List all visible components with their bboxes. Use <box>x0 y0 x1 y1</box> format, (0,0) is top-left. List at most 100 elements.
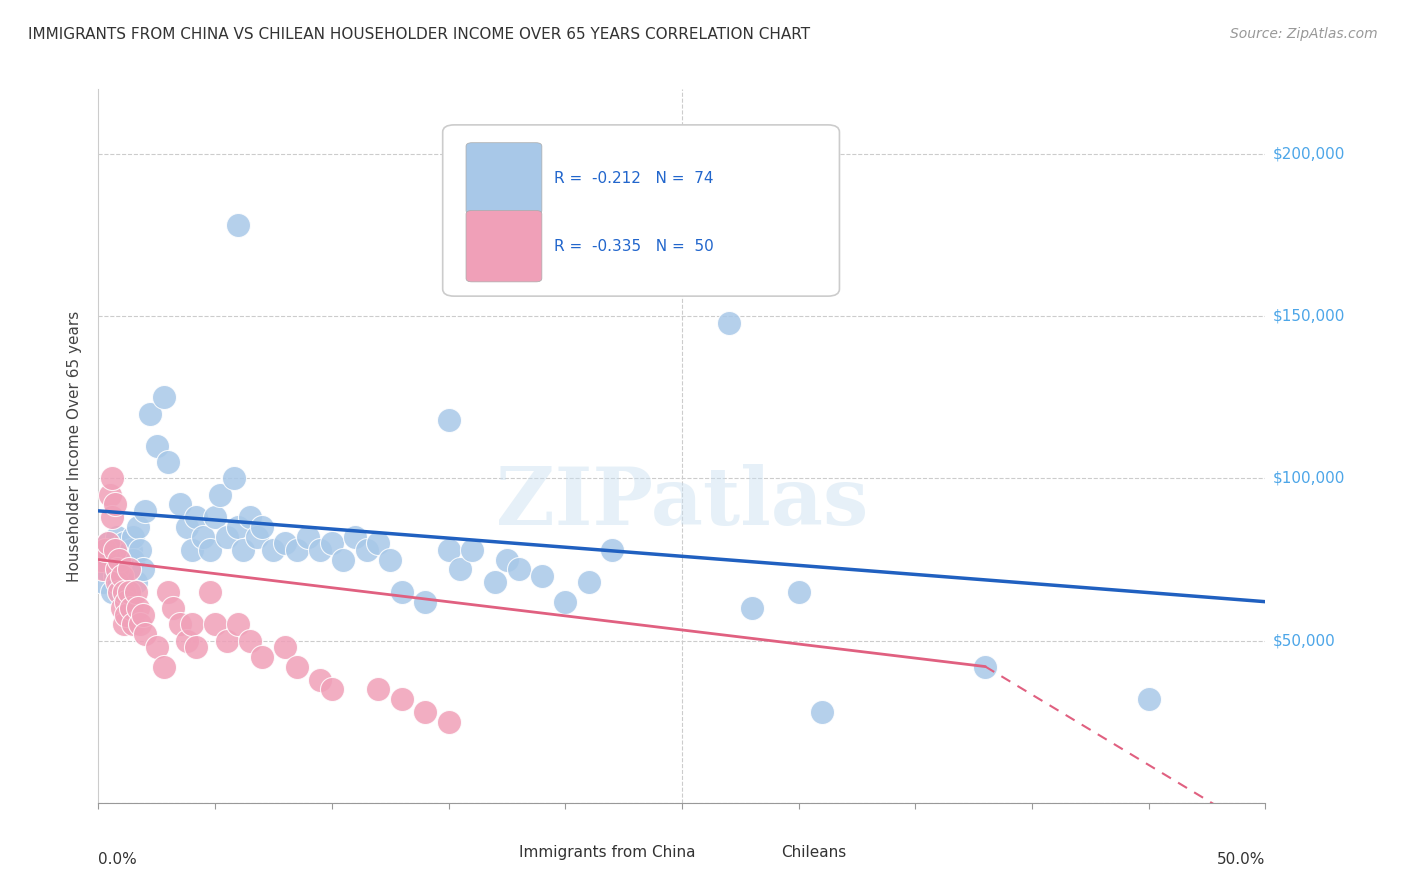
Point <box>139 407 162 421</box>
Text: ZIPatlas: ZIPatlas <box>496 464 868 542</box>
Point <box>157 585 180 599</box>
Point <box>98 542 121 557</box>
Point <box>378 552 402 566</box>
Point <box>104 542 127 557</box>
Point <box>274 640 297 654</box>
Text: $50,000: $50,000 <box>1272 633 1336 648</box>
Point <box>146 439 169 453</box>
Point <box>104 497 127 511</box>
Point <box>112 617 135 632</box>
Point <box>228 520 250 534</box>
Y-axis label: Householder Income Over 65 years: Householder Income Over 65 years <box>67 310 83 582</box>
Point <box>200 585 222 599</box>
Point <box>309 542 332 557</box>
Text: IMMIGRANTS FROM CHINA VS CHILEAN HOUSEHOLDER INCOME OVER 65 YEARS CORRELATION CH: IMMIGRANTS FROM CHINA VS CHILEAN HOUSEHO… <box>28 27 810 42</box>
Point <box>262 542 284 557</box>
FancyBboxPatch shape <box>465 211 541 282</box>
Point <box>94 542 117 557</box>
Point <box>115 552 138 566</box>
Point <box>98 488 121 502</box>
Point <box>112 536 135 550</box>
Point <box>215 530 238 544</box>
Text: R =  -0.335   N =  50: R = -0.335 N = 50 <box>554 239 713 253</box>
Text: Immigrants from China: Immigrants from China <box>519 846 695 860</box>
Point <box>122 552 145 566</box>
Point <box>152 659 174 673</box>
Point <box>344 530 367 544</box>
Point <box>111 542 134 557</box>
Point <box>204 510 226 524</box>
Point <box>101 585 124 599</box>
Point <box>239 633 262 648</box>
Point <box>152 390 174 404</box>
Point <box>97 536 120 550</box>
Point <box>108 575 131 590</box>
Point <box>1137 692 1160 706</box>
Point <box>332 552 354 566</box>
Text: 50.0%: 50.0% <box>1218 852 1265 867</box>
Point <box>118 562 141 576</box>
Point <box>741 601 763 615</box>
Point <box>367 682 389 697</box>
Point <box>105 530 128 544</box>
Point <box>111 601 134 615</box>
Point <box>132 607 155 622</box>
Point <box>200 542 222 557</box>
Point <box>600 542 623 557</box>
Point <box>413 705 436 719</box>
Point <box>484 575 506 590</box>
Point <box>285 659 308 673</box>
Point <box>146 640 169 654</box>
Point <box>321 536 343 550</box>
Point <box>157 455 180 469</box>
Point <box>129 617 152 632</box>
Point <box>115 575 138 590</box>
FancyBboxPatch shape <box>465 143 541 214</box>
Point <box>101 510 124 524</box>
Point <box>449 562 471 576</box>
Point <box>208 488 231 502</box>
Point <box>508 562 530 576</box>
Point <box>127 601 149 615</box>
Point <box>222 471 245 485</box>
Text: R =  -0.212   N =  74: R = -0.212 N = 74 <box>554 171 713 186</box>
Point <box>787 585 810 599</box>
FancyBboxPatch shape <box>444 836 512 870</box>
Point <box>321 682 343 697</box>
Text: $100,000: $100,000 <box>1272 471 1344 486</box>
Point <box>94 562 117 576</box>
Text: 0.0%: 0.0% <box>98 852 138 867</box>
Point <box>413 595 436 609</box>
Point <box>122 617 145 632</box>
Point <box>495 552 517 566</box>
Point <box>437 413 460 427</box>
Point <box>578 575 600 590</box>
FancyBboxPatch shape <box>443 125 839 296</box>
Point <box>391 692 413 706</box>
Point <box>129 542 152 557</box>
Point <box>356 542 378 557</box>
Point <box>127 520 149 534</box>
Point <box>91 575 114 590</box>
Point <box>125 575 148 590</box>
Point <box>176 520 198 534</box>
Point <box>169 617 191 632</box>
Point <box>120 601 142 615</box>
Point <box>118 585 141 599</box>
Point <box>122 530 145 544</box>
Text: Chileans: Chileans <box>782 846 846 860</box>
Point <box>811 705 834 719</box>
Point <box>437 714 460 729</box>
Point <box>105 575 128 590</box>
Point <box>437 542 460 557</box>
Point <box>186 640 208 654</box>
Point <box>108 552 131 566</box>
Point <box>115 595 138 609</box>
Point <box>274 536 297 550</box>
Point <box>90 552 112 566</box>
Point <box>162 601 184 615</box>
Point <box>180 617 202 632</box>
Point <box>250 649 273 664</box>
Point <box>105 562 128 576</box>
Point <box>104 568 127 582</box>
